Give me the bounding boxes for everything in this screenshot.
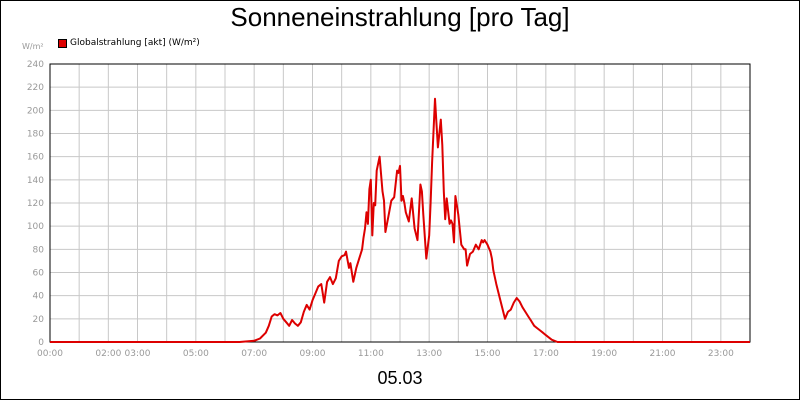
x-tick-label: 17:00 xyxy=(533,349,559,359)
y-tick-label: 240 xyxy=(27,60,44,70)
chart-title: Sonneneinstrahlung [pro Tag] xyxy=(230,2,570,32)
x-tick-label: 02:00 xyxy=(95,349,121,359)
x-tick-label: 19:00 xyxy=(591,349,617,359)
x-tick-label: 00:00 xyxy=(37,349,63,359)
series-line-globalstrahlung xyxy=(50,97,750,343)
x-tick-label: 07:00 xyxy=(241,349,267,359)
y-tick-label: 80 xyxy=(33,245,45,255)
y-tick-label: 120 xyxy=(27,199,44,209)
y-tick-label: 0 xyxy=(38,338,44,348)
legend-swatch xyxy=(58,38,67,48)
x-tick-label: 11:00 xyxy=(358,349,384,359)
y-tick-label: 100 xyxy=(27,222,44,232)
legend: Globalstrahlung [akt] (W/m²) xyxy=(58,38,200,48)
legend-label: Globalstrahlung [akt] (W/m²) xyxy=(70,38,200,48)
x-tick-label: 15:00 xyxy=(475,349,501,359)
y-tick-label: 20 xyxy=(33,315,45,325)
y-tick-label: 180 xyxy=(27,130,44,140)
y-tick-label: 60 xyxy=(33,269,45,279)
x-tick-label: 05:00 xyxy=(183,349,209,359)
y-tick-label: 140 xyxy=(27,176,44,186)
date-label: 05.03 xyxy=(377,368,423,388)
x-tick-label: 03:00 xyxy=(125,349,151,359)
y-tick-label: 200 xyxy=(27,106,44,116)
x-tick-label: 13:00 xyxy=(416,349,442,359)
plot-area-border xyxy=(49,63,751,343)
y-tick-label: 220 xyxy=(27,83,44,93)
y-axis-unit-label: W/m² xyxy=(22,42,44,51)
y-tick-label: 160 xyxy=(27,153,44,163)
x-tick-label: 23:00 xyxy=(708,349,734,359)
x-tick-label: 09:00 xyxy=(300,349,326,359)
x-tick-label: 21:00 xyxy=(650,349,676,359)
y-tick-label: 40 xyxy=(33,292,45,302)
